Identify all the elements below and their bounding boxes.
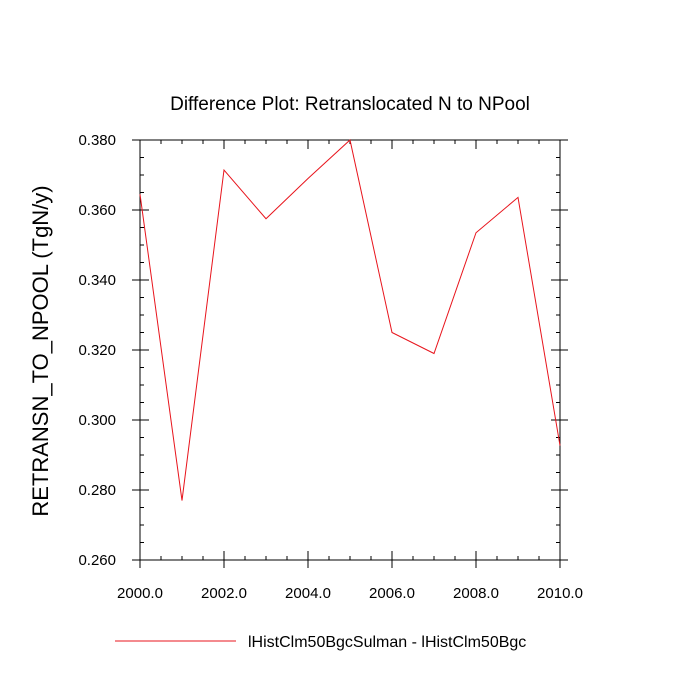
y-tick-label: 0.260 bbox=[78, 552, 116, 569]
series-layer bbox=[139, 139, 561, 501]
legend-entry-label: lHistClm50BgcSulman - lHistClm50Bgc bbox=[248, 634, 526, 651]
y-tick-label: 0.360 bbox=[78, 202, 116, 219]
x-tick-label: 2000.0 bbox=[117, 585, 163, 602]
x-tick-label: 2004.0 bbox=[285, 585, 331, 602]
y-tick-label: 0.380 bbox=[78, 132, 116, 149]
legend: lHistClm50BgcSulman - lHistClm50Bgc bbox=[115, 634, 526, 651]
x-tick-label: 2008.0 bbox=[453, 585, 499, 602]
x-tick-label: 2006.0 bbox=[369, 585, 415, 602]
y-tick-label: 0.320 bbox=[78, 342, 116, 359]
y-tick-label: 0.300 bbox=[78, 412, 116, 429]
x-tick-label: 2010.0 bbox=[537, 585, 583, 602]
plot-frame bbox=[139, 139, 561, 561]
plot-axes: 2000.0 2002.0 2004.0 2006.0 2008.0 2010.0 0.26… bbox=[78, 132, 582, 602]
y-tick-label: 0.340 bbox=[78, 272, 116, 289]
y-axis-label: RETRANSN_TO_NPOOL (TgN/y) bbox=[28, 185, 53, 516]
y-tick-label: 0.280 bbox=[78, 482, 116, 499]
chart-title: Difference Plot: Retranslocated N to NPo… bbox=[170, 94, 530, 115]
series-line bbox=[139, 139, 561, 501]
x-tick-label: 2002.0 bbox=[201, 585, 247, 602]
